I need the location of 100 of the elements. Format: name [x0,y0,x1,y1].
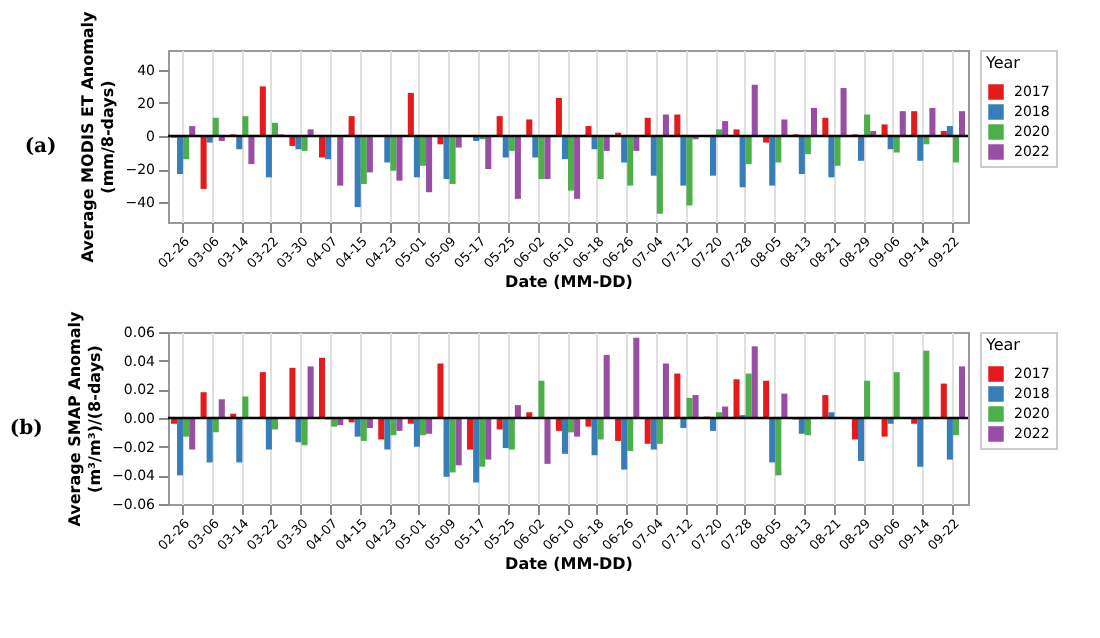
bar [798,418,805,434]
bar [354,418,361,437]
bar [189,418,196,450]
bar [485,418,492,460]
bar [200,392,207,418]
bar [555,418,562,431]
bar [627,136,634,186]
bar [739,136,746,188]
bar [709,136,717,176]
bar [597,418,604,440]
bar [544,136,551,179]
bar [775,418,782,476]
bar [295,136,302,150]
bar [319,357,326,418]
bar [544,418,551,464]
bar [396,136,403,181]
bar [337,136,344,186]
bar [745,136,752,165]
bar [236,418,243,463]
bar [881,418,888,437]
bar [538,136,545,179]
bar [200,136,207,189]
bar [662,363,669,418]
bar [585,126,592,136]
bar [514,136,521,199]
bar [396,418,403,431]
bar [686,136,693,206]
bar [627,418,634,451]
bar [574,136,581,199]
legend-title: Year [984,336,1022,354]
bar [952,136,959,163]
bar [508,136,515,151]
bar [449,418,456,473]
bar [526,119,533,136]
bar [561,136,568,160]
bar [674,373,681,418]
bar [265,136,272,178]
bar [413,418,420,447]
bar [301,136,308,151]
bar [378,418,385,440]
bar [864,114,871,136]
bar [242,116,249,136]
bar [242,396,249,418]
bar [183,418,190,437]
legend-title: Year [984,54,1022,72]
text: (b) [9,418,43,440]
bar [443,418,450,477]
bar [443,136,450,179]
bar [804,136,811,155]
y-axis-title: Average MODIS ET Anomaly (mm/8-days) [79,9,118,263]
bar [295,418,302,443]
bar [419,136,427,166]
bar [271,122,278,136]
bar [692,395,699,418]
bar [644,117,651,136]
bar [390,136,397,171]
bar [621,418,628,470]
bar [745,373,752,418]
bar [426,418,433,434]
bar [426,136,433,193]
bar [561,418,568,454]
bar [680,136,687,186]
bar [911,111,918,136]
bar [603,136,610,151]
bar [568,136,575,191]
bar [502,136,509,158]
bar [502,418,509,449]
bar [899,111,906,136]
bar [946,126,953,136]
bar [822,395,829,418]
bar [485,136,492,170]
bar [662,114,669,136]
bar [212,418,219,433]
bar [437,363,444,418]
bar [722,121,729,136]
bar [384,136,391,163]
bar [384,418,391,450]
bar [893,372,900,418]
bar [360,418,367,441]
bar [354,136,361,208]
bar [597,136,604,179]
bar [656,418,663,444]
bar [917,136,924,161]
text: (a) [24,136,57,158]
x-axis-title: Date (MM-DD) [505,272,633,291]
bar [781,393,788,418]
bar [798,136,805,175]
bar [769,136,776,186]
bar [289,367,296,418]
bar [473,418,480,483]
bar [822,117,829,136]
bar [621,136,628,163]
bar [840,88,847,136]
bar [259,372,266,418]
bar [769,418,776,463]
bar [206,418,213,463]
bar [650,418,657,450]
bar [591,418,598,456]
bar [325,136,332,160]
bar [650,136,657,176]
